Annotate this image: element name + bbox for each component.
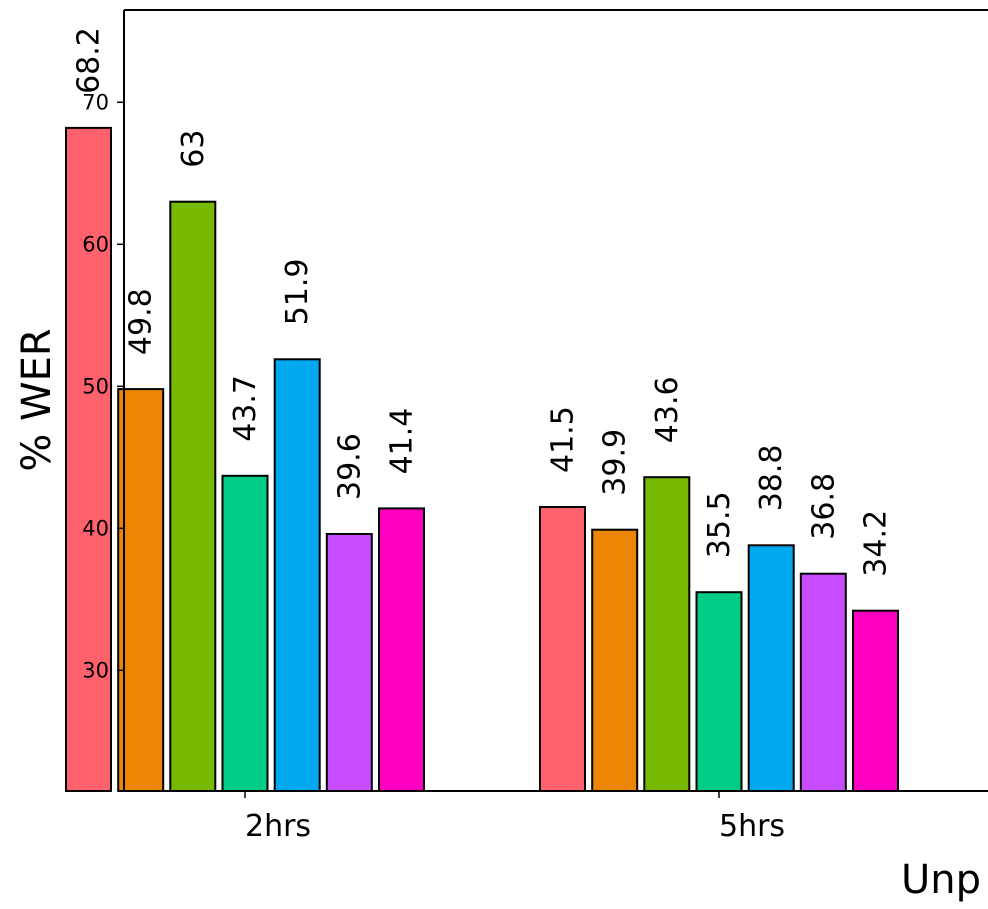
bar-value-label: 68.2 [72, 27, 107, 94]
y-tick-label: 40 [82, 516, 109, 540]
x-axis-label: Unp [901, 857, 981, 903]
bars-layer [65, 126, 899, 793]
bar-value-label: 49.8 [124, 288, 159, 355]
y-ticks: 30 40 50 60 70 [82, 90, 124, 682]
y-tick-label: 50 [82, 374, 109, 398]
bar-5hrs-series-1 [539, 506, 586, 792]
bar-labels-layer: 68.2 41.5 49.8 39.9 63 43.6 43.7 35.5 51.9 38.8 39… [72, 27, 894, 577]
bar-value-label: 38.8 [754, 445, 789, 512]
bar-5hrs-series-4 [695, 591, 743, 793]
bar-2hrs-series-7 [378, 507, 425, 792]
bar-value-label: 39.6 [332, 433, 367, 500]
bar-value-label: 41.5 [546, 406, 581, 473]
bar-value-label: 51.9 [280, 259, 315, 326]
axes-layer [123, 9, 988, 792]
y-tick-label: 30 [82, 658, 109, 682]
y-axis-label: % WER [14, 328, 60, 471]
bar-5hrs-series-6 [799, 572, 847, 793]
bar-value-label: 36.8 [806, 473, 841, 540]
bar-2hrs-series-4 [221, 474, 269, 792]
bar-value-label: 41.4 [385, 408, 420, 475]
bar-2hrs-series-3 [169, 200, 217, 792]
bar-value-label: 34.2 [859, 510, 894, 577]
bar-2hrs-series-1 [65, 126, 112, 792]
bar-value-label: 43.6 [650, 376, 685, 443]
bar-value-label: 39.9 [598, 429, 633, 496]
bar-value-label: 63 [176, 130, 211, 168]
y-tick-label: 70 [82, 90, 109, 114]
y-tick-label: 60 [82, 232, 109, 256]
bar-value-label: 35.5 [702, 491, 737, 558]
bar-5hrs-series-2 [591, 528, 639, 792]
x-tick-label: 5hrs [719, 809, 785, 844]
bar-2hrs-series-5 [273, 358, 321, 792]
bar-5hrs-series-3 [643, 476, 691, 792]
bar-value-label: 43.7 [228, 375, 263, 442]
x-tick-label: 2hrs [245, 809, 311, 844]
bar-5hrs-series-7 [852, 609, 899, 793]
x-ticks: 2hrs 5hrs [244, 791, 785, 844]
bar-2hrs-series-6 [325, 533, 373, 792]
bar-5hrs-series-5 [747, 544, 795, 792]
